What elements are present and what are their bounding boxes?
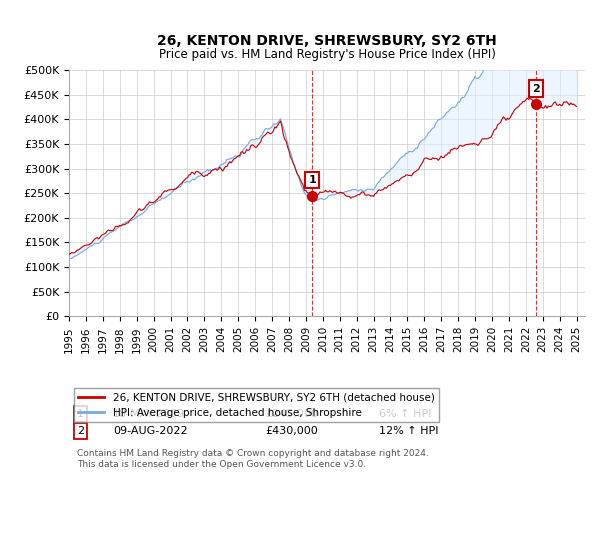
- Text: £430,000: £430,000: [265, 426, 318, 436]
- Text: 18-MAY-2009: 18-MAY-2009: [113, 409, 185, 419]
- Text: Price paid vs. HM Land Registry's House Price Index (HPI): Price paid vs. HM Land Registry's House …: [158, 48, 496, 62]
- Title: 26, KENTON DRIVE, SHREWSBURY, SY2 6TH: 26, KENTON DRIVE, SHREWSBURY, SY2 6TH: [157, 34, 497, 48]
- Text: 6% ↑ HPI: 6% ↑ HPI: [379, 409, 431, 419]
- Text: 1: 1: [308, 175, 316, 185]
- Legend: 26, KENTON DRIVE, SHREWSBURY, SY2 6TH (detached house), HPI: Average price, deta: 26, KENTON DRIVE, SHREWSBURY, SY2 6TH (d…: [74, 388, 439, 422]
- Text: 1: 1: [77, 409, 84, 419]
- Text: 12% ↑ HPI: 12% ↑ HPI: [379, 426, 438, 436]
- Text: 2: 2: [77, 426, 84, 436]
- Text: Contains HM Land Registry data © Crown copyright and database right 2024.
This d: Contains HM Land Registry data © Crown c…: [77, 450, 428, 469]
- Text: £245,000: £245,000: [265, 409, 318, 419]
- Text: 2: 2: [532, 84, 540, 94]
- Text: 09-AUG-2022: 09-AUG-2022: [113, 426, 187, 436]
